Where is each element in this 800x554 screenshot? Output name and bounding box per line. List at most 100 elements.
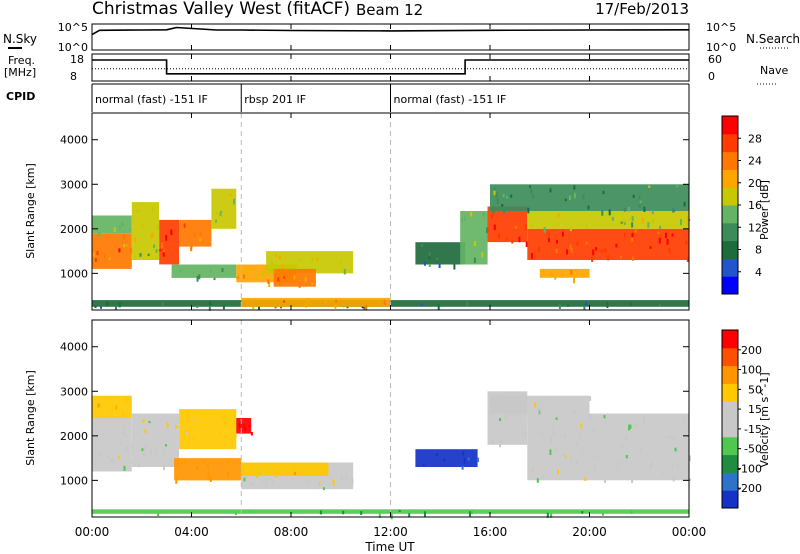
y-tick-label: 1000 xyxy=(60,267,88,280)
heatmap-cell xyxy=(383,300,386,305)
heatmap-cell xyxy=(222,305,225,310)
heatmap-cell xyxy=(108,257,111,260)
heatmap-cell xyxy=(689,478,691,481)
heatmap-cell xyxy=(153,244,156,248)
y-tick-label: 4000 xyxy=(60,341,88,354)
heatmap-cell xyxy=(627,206,630,212)
heatmap-cell xyxy=(518,236,521,243)
heatmap-cell xyxy=(505,237,508,240)
heatmap-cell xyxy=(196,276,199,282)
heatmap-cell xyxy=(587,205,590,210)
heatmap-cell xyxy=(256,472,259,478)
heatmap-region xyxy=(539,268,590,278)
heatmap-region xyxy=(527,211,689,229)
heatmap-cell xyxy=(514,430,517,434)
heatmap-cell xyxy=(683,418,686,421)
heatmap-cell xyxy=(464,215,467,221)
heatmap-cell xyxy=(650,462,653,468)
heatmap-cell xyxy=(482,212,485,218)
heatmap-cell xyxy=(642,217,644,224)
heatmap-cell xyxy=(606,302,609,308)
heatmap-cell xyxy=(282,276,285,279)
heatmap-cell xyxy=(628,217,631,220)
heatmap-cell xyxy=(528,185,531,188)
heatmap-cell xyxy=(106,456,109,459)
heatmap-cell xyxy=(631,237,634,242)
heatmap-cell xyxy=(187,411,190,418)
colorbar-swatch xyxy=(722,419,738,438)
heatmap-cell xyxy=(258,306,260,311)
heatmap-cell xyxy=(250,481,253,487)
freq-label-1: Freq. xyxy=(8,54,35,67)
heatmap-cell xyxy=(453,264,456,270)
cpid-segment-label: rbsp 201 IF xyxy=(244,93,306,106)
heatmap-cell xyxy=(523,430,526,435)
heatmap-cell xyxy=(144,429,147,433)
heatmap-cell xyxy=(182,432,185,438)
heatmap-cell xyxy=(550,513,553,518)
heatmap-cell xyxy=(540,408,543,413)
colorbar-tick-label: 15 xyxy=(748,403,762,416)
heatmap-cell xyxy=(462,451,465,456)
heatmap-cell xyxy=(151,207,154,213)
heatmap-cell xyxy=(463,457,466,464)
heatmap-cell xyxy=(134,237,137,243)
heatmap-cell xyxy=(569,195,571,201)
nsky-left-top: 10^5 xyxy=(58,21,88,34)
heatmap-cell xyxy=(157,513,160,516)
heatmap-cell xyxy=(203,460,205,464)
heatmap-cell xyxy=(493,224,496,231)
y-tick-label: 2000 xyxy=(60,430,88,443)
heatmap-cell xyxy=(631,216,634,222)
heatmap-cell xyxy=(672,475,675,482)
heatmap-cell xyxy=(175,425,178,429)
colorbar-swatch xyxy=(722,383,738,402)
heatmap-cell xyxy=(209,270,212,273)
heatmap-cell xyxy=(281,267,284,270)
heatmap-cell xyxy=(552,430,555,436)
x-tick-label: 20:00 xyxy=(572,525,607,539)
heatmap-cell xyxy=(213,277,216,281)
heatmap-cell xyxy=(519,399,522,402)
colorbar-tick-label: -15 xyxy=(744,423,762,436)
colorbar-swatch xyxy=(722,151,738,170)
heatmap-cell xyxy=(227,460,230,465)
heatmap-cell xyxy=(581,511,584,514)
heatmap-cell xyxy=(573,185,576,190)
heatmap-cell xyxy=(567,304,570,307)
heatmap-cell xyxy=(532,468,534,473)
heatmap-cell xyxy=(603,463,606,466)
heatmap-cell xyxy=(184,460,187,464)
heatmap-cell xyxy=(221,268,224,273)
heatmap-region xyxy=(131,202,160,260)
heatmap-cell xyxy=(602,512,604,516)
heatmap-cell xyxy=(428,252,431,256)
colorbar-swatch xyxy=(722,401,738,420)
heatmap-cell xyxy=(319,510,322,515)
heatmap-cell xyxy=(122,223,125,227)
heatmap-cell xyxy=(614,469,617,473)
heatmap-cell xyxy=(227,471,230,477)
heatmap-cell xyxy=(677,463,680,468)
heatmap-cell xyxy=(638,195,641,200)
heatmap-cell xyxy=(437,304,440,310)
x-tick-label: 00:00 xyxy=(75,525,110,539)
heatmap-cell xyxy=(499,418,502,422)
heatmap-cell xyxy=(96,250,99,256)
heatmap-cell xyxy=(564,455,567,458)
heatmap-cell xyxy=(668,248,671,254)
heatmap-cell xyxy=(554,447,557,453)
heatmap-cell xyxy=(180,446,183,449)
heatmap-cell xyxy=(604,248,607,253)
heatmap-cell xyxy=(280,305,282,309)
heatmap-cell xyxy=(141,448,144,452)
heatmap-cell xyxy=(549,188,552,193)
heatmap-cell xyxy=(424,511,426,517)
colorbar-swatch xyxy=(722,222,738,242)
heatmap-cell xyxy=(493,187,496,191)
heatmap-cell xyxy=(243,427,246,431)
heatmap-cell xyxy=(471,510,474,515)
nsky-left-bottom: 10^0 xyxy=(58,41,88,54)
heatmap-cell xyxy=(556,239,558,244)
heatmap-cell xyxy=(120,441,123,445)
